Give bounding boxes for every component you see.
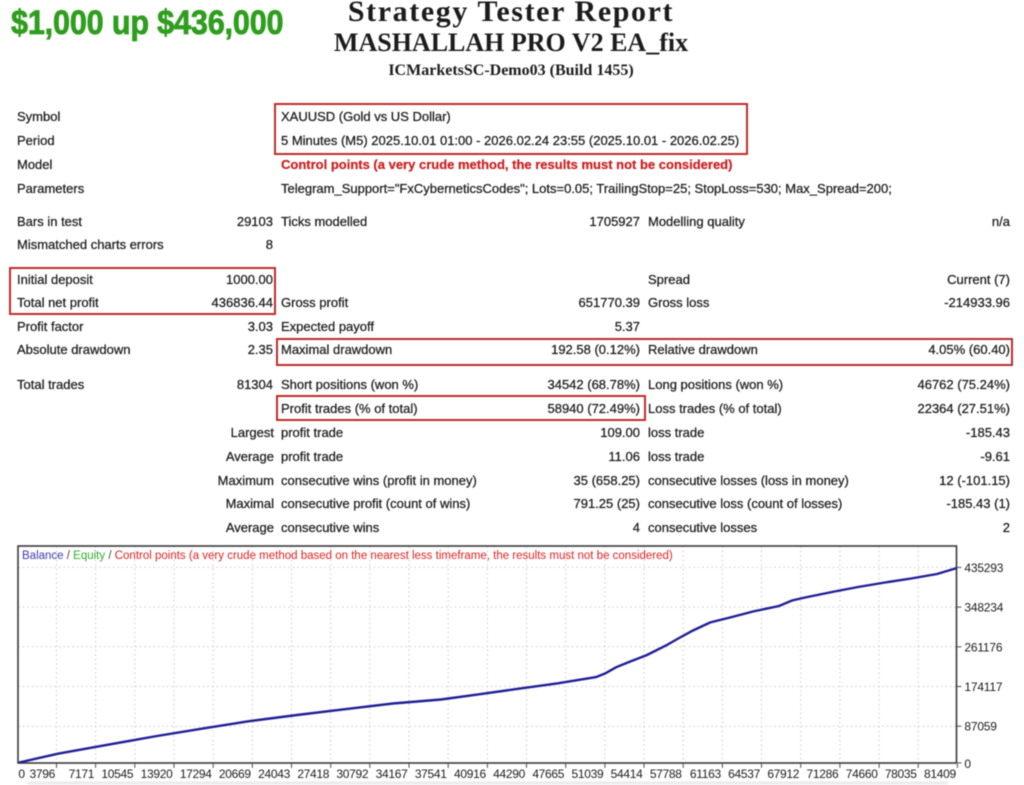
svg-text:348234: 348234 — [964, 601, 1003, 615]
svg-text:20669: 20669 — [219, 767, 251, 781]
svg-text:87059: 87059 — [964, 720, 997, 734]
svg-text:57788: 57788 — [650, 767, 682, 781]
svg-text:435293: 435293 — [964, 561, 1003, 575]
svg-text:174117: 174117 — [964, 680, 1002, 694]
svg-text:0: 0 — [18, 767, 25, 781]
svg-text:40916: 40916 — [454, 767, 486, 781]
svg-text:17294: 17294 — [180, 767, 212, 781]
svg-text:0: 0 — [964, 757, 971, 771]
svg-text:64537: 64537 — [728, 767, 760, 781]
svg-text:54414: 54414 — [611, 767, 643, 781]
svg-text:47665: 47665 — [532, 767, 564, 781]
svg-text:34167: 34167 — [376, 767, 408, 781]
svg-text:71286: 71286 — [807, 767, 839, 781]
svg-text:3796: 3796 — [30, 767, 56, 781]
svg-text:10545: 10545 — [101, 767, 133, 781]
svg-text:261176: 261176 — [964, 640, 1002, 654]
svg-text:44290: 44290 — [493, 767, 525, 781]
svg-text:27418: 27418 — [297, 767, 329, 781]
svg-text:78035: 78035 — [885, 767, 917, 781]
svg-text:13920: 13920 — [141, 767, 173, 781]
svg-text:74660: 74660 — [846, 767, 878, 781]
svg-text:67912: 67912 — [767, 767, 799, 781]
svg-text:24043: 24043 — [258, 767, 290, 781]
svg-text:61163: 61163 — [690, 767, 722, 781]
svg-text:7171: 7171 — [69, 767, 95, 781]
svg-text:37541: 37541 — [415, 767, 447, 781]
svg-text:81409: 81409 — [924, 767, 956, 781]
svg-text:51039: 51039 — [572, 767, 604, 781]
svg-text:30792: 30792 — [336, 767, 368, 781]
